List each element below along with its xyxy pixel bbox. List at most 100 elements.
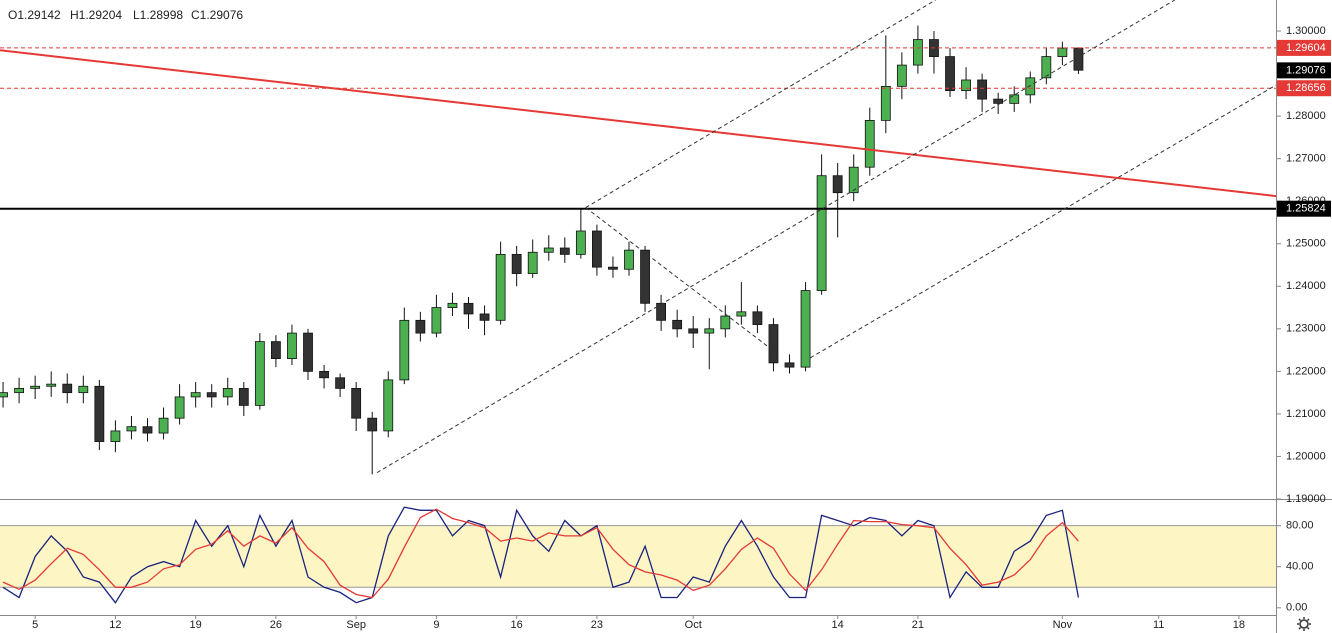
y-tick-label: 1.22000	[1286, 365, 1326, 377]
candle-body	[1057, 47, 1068, 57]
candle-body	[351, 387, 362, 419]
candle-body	[559, 247, 570, 255]
ohlc-high: H1.29204	[70, 8, 122, 22]
y-tick-label: 1.30000	[1286, 25, 1326, 37]
candle-body	[768, 324, 779, 364]
candle-body	[913, 39, 923, 66]
y-tick-label: 1.23000	[1286, 323, 1326, 335]
candle-body	[592, 230, 602, 268]
x-tick-label: 16	[511, 619, 523, 631]
candle-body	[447, 302, 458, 308]
candle-body	[527, 251, 538, 274]
x-tick-label: Nov	[1053, 619, 1073, 631]
candle-body	[174, 396, 185, 419]
candle-body	[254, 341, 265, 406]
candle-body	[319, 370, 329, 379]
candle-body	[672, 319, 683, 330]
candle-body	[495, 253, 506, 321]
x-tick-label: 19	[190, 619, 202, 631]
candle-body	[30, 385, 41, 389]
candle-body	[720, 315, 731, 330]
candle-body	[511, 253, 522, 274]
candle-body	[624, 249, 634, 270]
price-tag-label: 1.29604	[1286, 42, 1326, 54]
price-tag	[1277, 80, 1331, 97]
y-tick-label: 1.19000	[1286, 493, 1326, 505]
candle-body	[864, 119, 875, 168]
candle-body	[367, 417, 378, 432]
y-tick-label: 1.28000	[1286, 110, 1326, 122]
candle-body	[94, 385, 105, 442]
trend-line	[0, 49, 1276, 198]
candle-body	[126, 426, 137, 432]
x-tick-label: 18	[1233, 619, 1245, 631]
candle-body	[543, 247, 554, 253]
candle-body	[399, 319, 410, 381]
x-tick-label: 26	[270, 619, 282, 631]
trend-line	[585, 0, 936, 209]
candle-body	[832, 175, 843, 194]
price-tag	[1277, 39, 1331, 56]
candle-body	[848, 166, 859, 194]
candle-body	[1041, 56, 1052, 79]
stochastic-line	[2, 508, 1079, 599]
candle-body	[110, 430, 121, 442]
y-tick-label: 1.21000	[1286, 408, 1326, 420]
candle-body	[335, 377, 346, 389]
candle-body	[62, 383, 73, 394]
price-tag-label: 1.25824	[1286, 203, 1326, 215]
price-tag	[1277, 200, 1331, 217]
candle-body	[608, 266, 618, 270]
candle-body	[1025, 77, 1036, 96]
candle-body	[816, 175, 827, 291]
ohlc-header: O1.29142 H1.29204 L1.28998 C1.29076	[8, 8, 243, 22]
trend-line	[585, 207, 781, 357]
candle-body	[479, 313, 490, 321]
x-tick-label: Sep	[346, 619, 366, 631]
candle-body	[1073, 47, 1084, 71]
x-tick-label: 14	[832, 619, 844, 631]
candle-body	[704, 328, 715, 334]
x-tick-label: Oct	[685, 619, 702, 631]
price-pane	[0, 0, 1276, 475]
y-tick-label: 0.00	[1286, 602, 1307, 614]
gear-teeth	[1297, 617, 1311, 631]
last-price-label: 1.29076	[1286, 64, 1326, 76]
candle-body	[993, 98, 1004, 104]
candle-body	[238, 387, 249, 406]
settings-icon[interactable]	[1297, 617, 1311, 631]
y-tick-label: 1.27000	[1286, 153, 1326, 165]
x-tick-label: 23	[591, 619, 603, 631]
price-tag-label: 1.28656	[1286, 82, 1326, 94]
y-tick-label: 80.00	[1286, 520, 1314, 532]
gear	[1299, 619, 1309, 629]
y-tick-label: 1.24000	[1286, 280, 1326, 292]
candle-body	[158, 417, 169, 434]
candle-body	[206, 392, 217, 398]
candle-body	[14, 387, 24, 394]
candle-body	[656, 302, 667, 321]
x-tick-label: 11	[1153, 619, 1164, 631]
candle-body	[688, 328, 699, 334]
candle-body	[1009, 94, 1020, 104]
candle-body	[752, 311, 763, 325]
candle-body	[46, 383, 57, 387]
ohlc-open: O1.29142	[8, 8, 61, 22]
candle-body	[575, 230, 586, 255]
candle-body	[880, 85, 891, 121]
candle-body	[303, 332, 313, 372]
candle-body	[383, 379, 394, 432]
last-price-tag	[1277, 62, 1331, 79]
candle-body	[415, 319, 426, 334]
candle-body	[78, 385, 89, 394]
candle-body	[0, 392, 8, 398]
stochastic-line	[2, 506, 1080, 604]
candle-body	[977, 79, 988, 100]
candle-body	[222, 387, 233, 398]
candle-body	[784, 362, 795, 368]
candle-body	[271, 341, 281, 360]
stochastic-pane	[0, 506, 1276, 604]
